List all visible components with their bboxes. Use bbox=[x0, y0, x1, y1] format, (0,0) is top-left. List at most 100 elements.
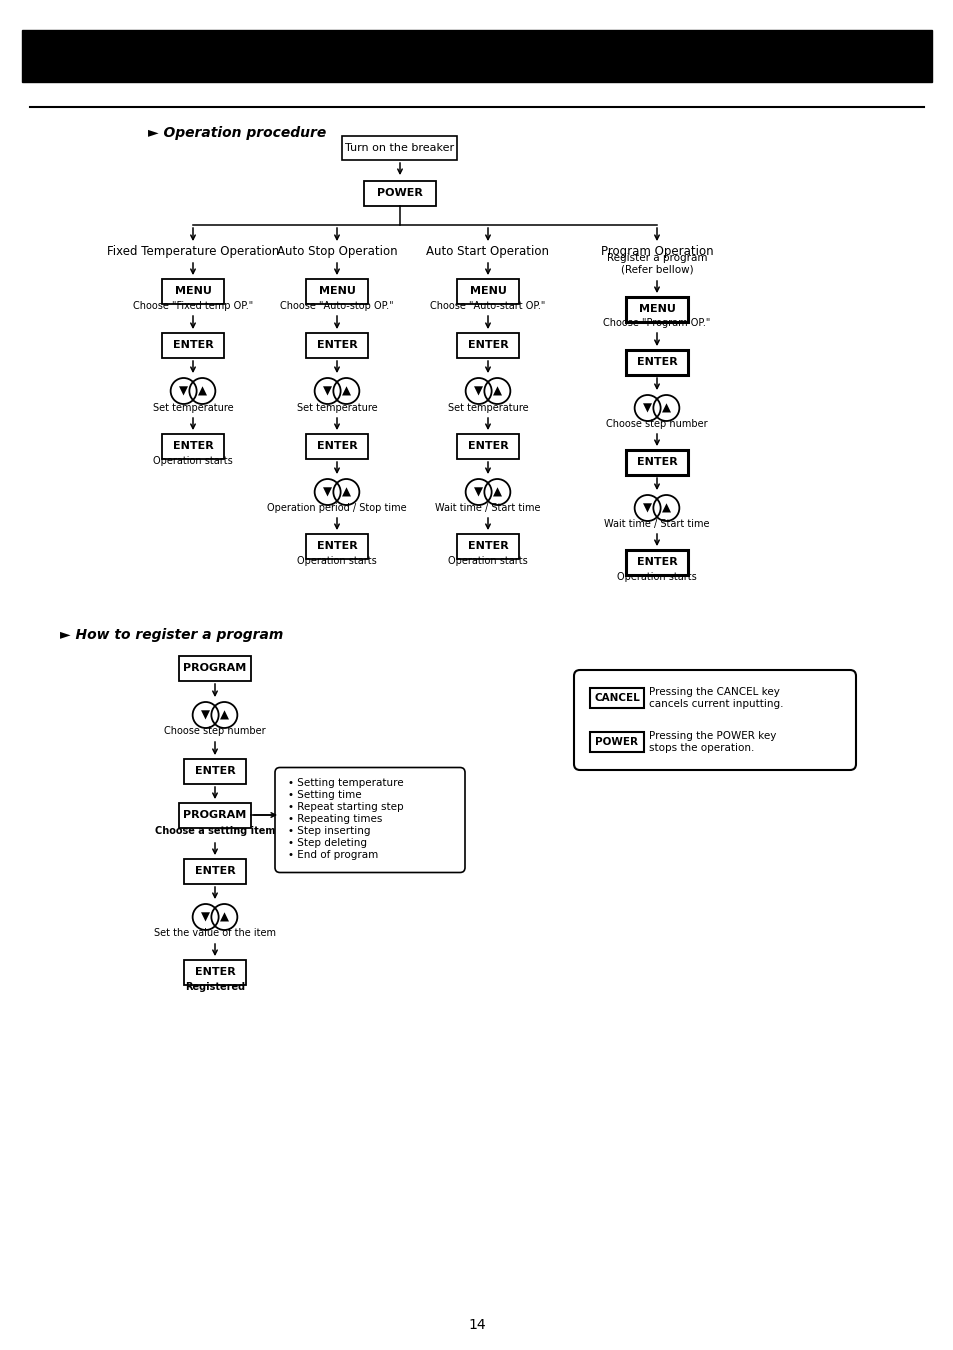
Text: Wait time / Start time: Wait time / Start time bbox=[603, 518, 709, 529]
Text: MENU: MENU bbox=[174, 286, 212, 296]
FancyBboxPatch shape bbox=[625, 549, 687, 575]
Text: ENTER: ENTER bbox=[194, 865, 235, 876]
Text: ▲: ▲ bbox=[197, 385, 207, 397]
Text: ENTER: ENTER bbox=[467, 340, 508, 350]
Text: ENTER: ENTER bbox=[636, 458, 677, 467]
Text: Choose a setting item: Choose a setting item bbox=[154, 826, 274, 836]
Text: ▼: ▼ bbox=[201, 709, 210, 721]
Text: ▲: ▲ bbox=[661, 501, 670, 514]
Text: Registered: Registered bbox=[185, 981, 245, 992]
Text: Choose "Auto-start OP.": Choose "Auto-start OP." bbox=[430, 301, 545, 310]
Text: ▼: ▼ bbox=[323, 385, 332, 397]
Text: 14: 14 bbox=[468, 1318, 485, 1332]
FancyBboxPatch shape bbox=[274, 768, 464, 872]
FancyBboxPatch shape bbox=[625, 450, 687, 474]
Text: (Refer bellow): (Refer bellow) bbox=[620, 265, 693, 275]
Text: ► How to register a program: ► How to register a program bbox=[60, 628, 283, 643]
Text: ENTER: ENTER bbox=[467, 541, 508, 551]
Text: Set the value of the item: Set the value of the item bbox=[153, 927, 275, 938]
Text: • Repeating times: • Repeating times bbox=[288, 814, 382, 825]
Text: Wait time / Start time: Wait time / Start time bbox=[435, 504, 540, 513]
Text: MENU: MENU bbox=[318, 286, 355, 296]
Text: • Step deleting: • Step deleting bbox=[288, 838, 367, 849]
FancyBboxPatch shape bbox=[184, 859, 246, 883]
FancyBboxPatch shape bbox=[184, 960, 246, 984]
Text: ► Operation procedure: ► Operation procedure bbox=[148, 126, 326, 140]
Text: • Setting temperature: • Setting temperature bbox=[288, 779, 403, 788]
FancyBboxPatch shape bbox=[342, 136, 457, 161]
Text: ▲: ▲ bbox=[341, 385, 351, 397]
Text: ENTER: ENTER bbox=[194, 967, 235, 977]
FancyBboxPatch shape bbox=[162, 332, 224, 358]
FancyBboxPatch shape bbox=[162, 278, 224, 304]
Text: Turn on the breaker: Turn on the breaker bbox=[345, 143, 454, 153]
Text: Fixed Temperature Operation: Fixed Temperature Operation bbox=[107, 246, 279, 258]
FancyBboxPatch shape bbox=[306, 332, 368, 358]
Text: Pressing the POWER key
stops the operation.: Pressing the POWER key stops the operati… bbox=[648, 732, 776, 753]
Text: Choose step number: Choose step number bbox=[605, 418, 707, 429]
Text: ▼: ▼ bbox=[201, 910, 210, 923]
Text: Register a program: Register a program bbox=[606, 252, 706, 263]
Text: ▲: ▲ bbox=[219, 910, 229, 923]
Text: Choose "Program OP.": Choose "Program OP." bbox=[602, 319, 710, 328]
Text: Operation starts: Operation starts bbox=[448, 556, 527, 566]
Text: Auto Stop Operation: Auto Stop Operation bbox=[276, 246, 396, 258]
Text: MENU: MENU bbox=[469, 286, 506, 296]
FancyBboxPatch shape bbox=[179, 656, 251, 680]
Text: ENTER: ENTER bbox=[172, 441, 213, 451]
Text: ▲: ▲ bbox=[493, 385, 501, 397]
Text: MENU: MENU bbox=[638, 304, 675, 315]
Text: Choose step number: Choose step number bbox=[164, 726, 266, 736]
Text: ENTER: ENTER bbox=[636, 356, 677, 367]
Text: ▼: ▼ bbox=[323, 486, 332, 498]
Text: Operation starts: Operation starts bbox=[617, 572, 696, 582]
Text: ▼: ▼ bbox=[642, 401, 652, 414]
Text: Set temperature: Set temperature bbox=[296, 404, 377, 413]
Text: • Setting time: • Setting time bbox=[288, 791, 361, 801]
Text: Choose "Auto-stop OP.": Choose "Auto-stop OP." bbox=[280, 301, 394, 310]
Text: Operation period / Stop time: Operation period / Stop time bbox=[267, 504, 406, 513]
Bar bbox=[22, 30, 931, 82]
FancyBboxPatch shape bbox=[625, 350, 687, 374]
FancyBboxPatch shape bbox=[456, 433, 518, 459]
Text: ▼: ▼ bbox=[474, 486, 482, 498]
FancyBboxPatch shape bbox=[625, 297, 687, 321]
Text: ▲: ▲ bbox=[341, 486, 351, 498]
Text: • Repeat starting step: • Repeat starting step bbox=[288, 802, 403, 813]
Text: Auto Start Operation: Auto Start Operation bbox=[426, 246, 549, 258]
Text: Operation starts: Operation starts bbox=[153, 456, 233, 466]
Text: ENTER: ENTER bbox=[316, 541, 357, 551]
FancyBboxPatch shape bbox=[574, 670, 855, 770]
Text: ▲: ▲ bbox=[493, 486, 501, 498]
Text: ▼: ▼ bbox=[642, 501, 652, 514]
Text: ENTER: ENTER bbox=[636, 558, 677, 567]
Text: PROGRAM: PROGRAM bbox=[183, 663, 247, 674]
Text: Operation starts: Operation starts bbox=[296, 556, 376, 566]
FancyBboxPatch shape bbox=[456, 533, 518, 559]
Text: CANCEL: CANCEL bbox=[594, 693, 639, 703]
FancyBboxPatch shape bbox=[306, 533, 368, 559]
FancyBboxPatch shape bbox=[589, 732, 643, 752]
Text: • Step inserting: • Step inserting bbox=[288, 826, 370, 837]
FancyBboxPatch shape bbox=[364, 181, 436, 205]
Text: PROGRAM: PROGRAM bbox=[183, 810, 247, 819]
Text: POWER: POWER bbox=[595, 737, 638, 747]
FancyBboxPatch shape bbox=[589, 688, 643, 707]
Text: POWER: POWER bbox=[376, 188, 422, 198]
Text: ENTER: ENTER bbox=[172, 340, 213, 350]
FancyBboxPatch shape bbox=[456, 332, 518, 358]
FancyBboxPatch shape bbox=[306, 278, 368, 304]
Text: Set temperature: Set temperature bbox=[152, 404, 233, 413]
Text: Program Operation: Program Operation bbox=[600, 246, 713, 258]
Text: ENTER: ENTER bbox=[467, 441, 508, 451]
Text: Pressing the CANCEL key
cancels current inputting.: Pressing the CANCEL key cancels current … bbox=[648, 687, 782, 709]
Text: ▲: ▲ bbox=[661, 401, 670, 414]
Text: ▼: ▼ bbox=[179, 385, 188, 397]
Text: ▲: ▲ bbox=[219, 709, 229, 721]
FancyBboxPatch shape bbox=[456, 278, 518, 304]
Text: Choose "Fixed temp OP.": Choose "Fixed temp OP." bbox=[132, 301, 253, 310]
FancyBboxPatch shape bbox=[184, 759, 246, 783]
FancyBboxPatch shape bbox=[179, 802, 251, 828]
FancyBboxPatch shape bbox=[162, 433, 224, 459]
Text: Set temperature: Set temperature bbox=[447, 404, 528, 413]
